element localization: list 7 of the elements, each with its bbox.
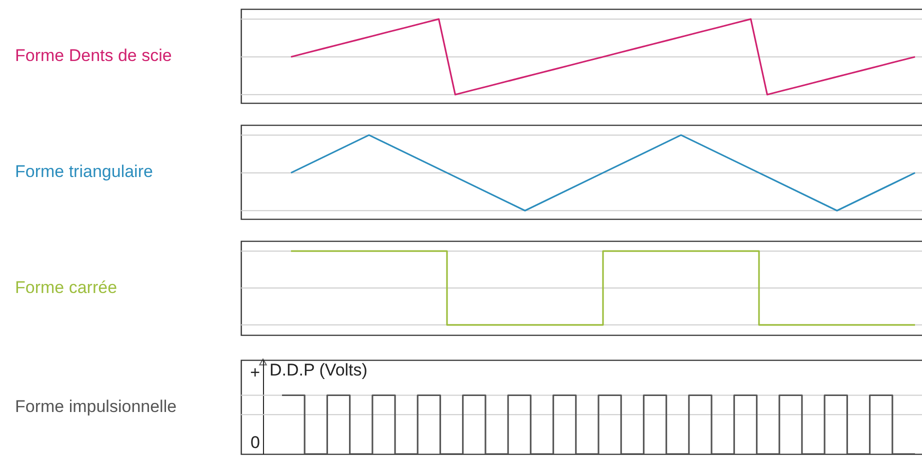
y-axis-title: D.D.P (Volts) [270, 360, 368, 380]
text: + [250, 363, 260, 382]
text: 0 [250, 433, 260, 452]
text: Forme Dents de scie [15, 46, 172, 65]
text: Forme impulsionnelle [15, 397, 177, 416]
text: Forme carrée [15, 278, 118, 297]
text: Forme triangulaire [15, 162, 153, 181]
